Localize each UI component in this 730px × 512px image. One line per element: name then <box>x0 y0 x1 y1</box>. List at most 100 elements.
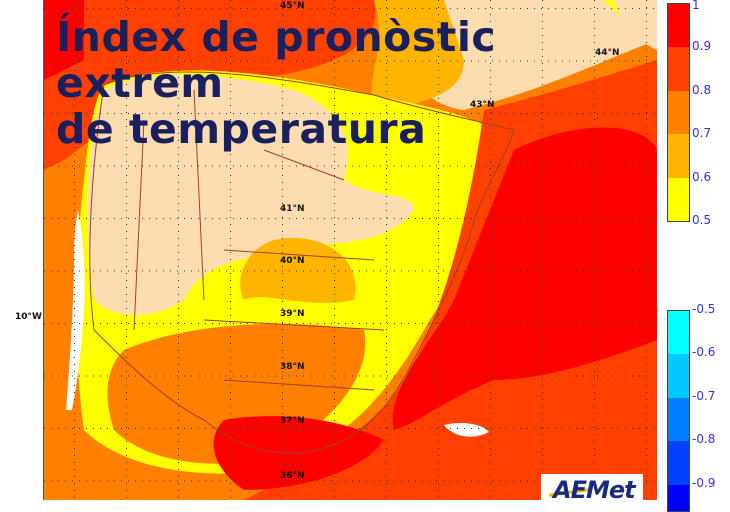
graticule-dot <box>542 147 543 148</box>
graticule-dot <box>386 49 387 50</box>
graticule-dot <box>373 8 374 9</box>
graticule-dot <box>387 480 388 482</box>
graticule-dot <box>492 165 493 167</box>
graticule-dot <box>594 161 595 162</box>
graticule-dot <box>548 270 549 272</box>
graticule-dot <box>191 165 192 167</box>
graticule-dot <box>324 480 325 482</box>
graticule-dot <box>317 60 318 62</box>
graticule-dot <box>639 375 640 377</box>
borders <box>89 71 515 454</box>
graticule-dot <box>170 375 171 377</box>
graticule-dot <box>594 378 595 379</box>
graticule-dot <box>126 448 127 449</box>
graticule-dot <box>51 8 52 9</box>
graticule-dot <box>422 428 423 429</box>
graticule-dot <box>334 175 335 176</box>
graticule-dot <box>128 480 129 482</box>
graticule-dot <box>513 270 514 272</box>
graticule-dot <box>198 8 199 9</box>
graticule-dot <box>639 113 640 114</box>
graticule-dot <box>618 113 619 114</box>
graticule-dot <box>569 218 570 219</box>
graticule-dot <box>282 84 283 85</box>
graticule-dot <box>331 270 332 272</box>
graticule-dot <box>74 476 75 477</box>
graticule-dot <box>646 480 647 482</box>
graticule-dot <box>436 218 437 219</box>
graticule-dot <box>282 119 283 120</box>
graticule-dot <box>594 413 595 414</box>
graticule-dot <box>334 441 335 442</box>
graticule-dot <box>205 428 206 429</box>
graticule-dot <box>438 77 439 78</box>
graticule-dot <box>542 21 543 22</box>
graticule-dot <box>317 113 318 114</box>
graticule-dot <box>324 218 325 219</box>
graticule-dot <box>135 218 136 219</box>
graticule-dot <box>230 231 231 232</box>
graticule-dot <box>408 270 409 272</box>
graticule-dot <box>282 273 283 274</box>
graticule-dot <box>230 434 231 435</box>
graticule-dot <box>178 476 179 477</box>
graticule-dot <box>334 252 335 253</box>
graticule-dot <box>386 252 387 253</box>
graticule-dot <box>219 165 220 167</box>
graticule-dot <box>184 60 185 62</box>
graticule-dot <box>317 8 318 9</box>
graticule-dot <box>490 490 491 491</box>
graticule-dot <box>386 182 387 183</box>
colorbar-negative <box>667 310 690 512</box>
graticule-dot <box>230 301 231 302</box>
graticule-dot <box>646 119 647 120</box>
graticule-dot <box>594 350 595 351</box>
graticule-dot <box>126 63 127 64</box>
graticule-dot <box>282 427 283 428</box>
graticule-dot <box>268 8 269 9</box>
graticule-dot <box>230 308 231 309</box>
graticule-dot <box>464 270 465 272</box>
graticule-dot <box>492 480 493 482</box>
graticule-dot <box>520 323 521 324</box>
graticule-dot <box>338 113 339 114</box>
graticule-dot <box>569 375 570 377</box>
graticule-dot <box>373 165 374 167</box>
graticule-dot <box>541 428 542 429</box>
graticule-dot <box>74 140 75 141</box>
graticule-dot <box>380 428 381 429</box>
graticule-dot <box>230 14 231 15</box>
graticule-dot <box>436 113 437 114</box>
graticule-dot <box>282 35 283 36</box>
graticule-dot <box>184 270 185 272</box>
graticule-dot <box>178 91 179 92</box>
graticule-dot <box>386 434 387 435</box>
graticule-dot <box>485 113 486 114</box>
graticule-dot <box>646 266 647 267</box>
graticule-dot <box>254 165 255 167</box>
graticule-dot <box>205 480 206 482</box>
graticule-dot <box>490 238 491 239</box>
graticule-dot <box>534 165 535 167</box>
graticule-dot <box>334 336 335 337</box>
graticule-dot <box>380 375 381 377</box>
graticule-dot <box>219 375 220 377</box>
graticule-dot <box>163 113 164 114</box>
graticule-dot <box>386 301 387 302</box>
graticule-dot <box>121 323 122 324</box>
graticule-dot <box>386 196 387 197</box>
graticule-dot <box>334 0 335 1</box>
graticule-dot <box>296 60 297 62</box>
graticule-dot <box>178 385 179 386</box>
graticule-dot <box>541 375 542 377</box>
graticule-dot <box>438 497 439 498</box>
graticule-dot <box>386 42 387 43</box>
title-line-2: extrem <box>56 59 224 107</box>
graticule-dot <box>230 203 231 204</box>
graticule-dot <box>233 218 234 219</box>
graticule-dot <box>233 480 234 482</box>
graticule-dot <box>366 428 367 429</box>
graticule-dot <box>366 8 367 9</box>
graticule-dot <box>576 323 577 324</box>
graticule-dot <box>438 168 439 169</box>
